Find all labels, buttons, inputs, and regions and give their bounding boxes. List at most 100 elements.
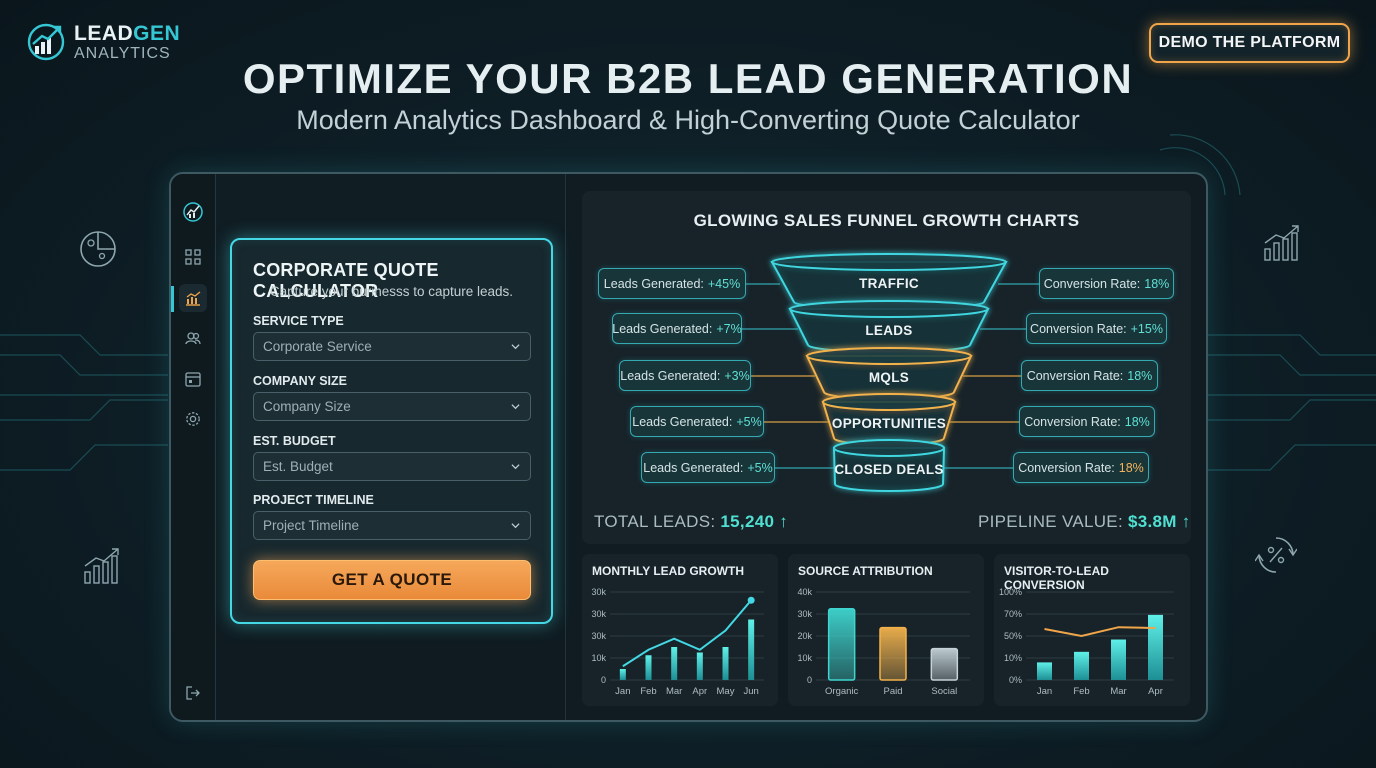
brand-tagline: ANALYTICS xyxy=(74,44,171,62)
dashboard-grid-icon[interactable] xyxy=(179,243,207,271)
funnel-stage-shape xyxy=(832,439,946,492)
company-size-select[interactable]: Company Size xyxy=(253,392,531,421)
leads-generated-pill: Leads Generated: +5% xyxy=(641,452,775,483)
chevron-down-icon xyxy=(511,464,520,470)
x-tick-label: Jan xyxy=(1037,686,1052,697)
conversion-rate-label: Conversion Rate: xyxy=(1030,321,1127,336)
percent-cycle-icon xyxy=(1255,537,1297,573)
sidebar-rail xyxy=(171,174,216,720)
leads-generated-pill: Leads Generated: +7% xyxy=(612,313,742,344)
leads-generated-value: +5% xyxy=(747,460,773,475)
y-tick-label: 30k xyxy=(591,631,606,641)
hero-title: OPTIMIZE YOUR B2B LEAD GENERATION xyxy=(242,55,1134,102)
y-tick-label: 10k xyxy=(797,653,812,663)
y-tick-label: 0 xyxy=(601,675,606,685)
budget-select[interactable]: Est. Budget xyxy=(253,452,531,481)
hero-subtitle: Modern Analytics Dashboard & High-Conver… xyxy=(296,105,1080,135)
conversion-rate-value: 18% xyxy=(1127,368,1153,383)
visitor-conversion-chart: VISITOR-TO-LEAD CONVERSION 0% 10% 50% 70% 10… xyxy=(994,554,1190,706)
x-tick-label: Paid xyxy=(883,686,902,697)
conversion-rate-label: Conversion Rate: xyxy=(1024,414,1121,429)
funnel-stage-shape xyxy=(821,393,957,446)
sales-funnel-panel: GLOWING SALES FUNNEL GROWTH CHARTS TRAFF… xyxy=(582,191,1191,544)
y-tick-label: 100% xyxy=(999,587,1022,597)
budget-value: Est. Budget xyxy=(263,459,333,474)
conversion-rate-value: 18% xyxy=(1144,276,1170,291)
funnel-stage-shape xyxy=(770,253,1008,310)
monthly-lead-growth-chart: MONTHLY LEAD GROWTH 0 10k 30k 30k 30k Jan Feb M… xyxy=(582,554,778,706)
bar xyxy=(696,652,703,680)
sidebar-logo-icon[interactable] xyxy=(179,198,207,226)
y-tick-label: 30k xyxy=(591,609,606,619)
settings-gear-icon[interactable] xyxy=(179,405,207,433)
bar xyxy=(722,647,729,680)
x-tick-label: Feb xyxy=(1073,686,1089,697)
calculator-subtitle: Capture your burinesss to capture leads. xyxy=(269,284,514,299)
brand-logo: LEADGEN ANALYTICS xyxy=(26,22,180,62)
funnel-stage-shape xyxy=(788,300,990,353)
funnel-stage-label: LEADS xyxy=(865,323,913,338)
bar xyxy=(1037,662,1052,680)
bar xyxy=(619,669,626,680)
trend-end-point xyxy=(747,596,755,604)
conversion-rate-value: 18% xyxy=(1124,414,1150,429)
conversion-rate-pill: Conversion Rate: 18% xyxy=(1021,360,1158,391)
total-leads-value: 15,240 ↑ xyxy=(720,512,789,531)
leads-generated-value: +45% xyxy=(707,276,741,291)
y-tick-label: 70% xyxy=(1004,609,1022,619)
funnel-graphic xyxy=(742,253,1039,492)
get-quote-button[interactable]: GET A QUOTE xyxy=(253,560,531,600)
visitor-conversion-title: VISITOR-TO-LEAD CONVERSION xyxy=(1004,564,1109,592)
y-tick-label: 30k xyxy=(797,609,812,619)
analytics-chart-icon[interactable] xyxy=(179,284,207,312)
source-attribution-plot: 0 10k 20k 30k 40k Organic Paid Social xyxy=(797,587,970,697)
bar xyxy=(1111,639,1126,680)
company-size-label: COMPANY SIZE xyxy=(253,374,347,388)
brand-name-part1: LEAD xyxy=(74,21,134,45)
x-tick-label: Apr xyxy=(1148,686,1163,697)
funnel-stage-label: TRAFFIC xyxy=(859,276,919,291)
conversion-rate-label: Conversion Rate: xyxy=(1018,460,1115,475)
calculator-title: CORPORATE QUOTE CALCULATOR xyxy=(253,260,439,301)
active-nav-indicator xyxy=(171,286,174,312)
service-type-select[interactable]: Corporate Service xyxy=(253,332,531,361)
leads-generated-pill: Leads Generated: +3% xyxy=(619,360,751,391)
y-tick-label: 40k xyxy=(797,587,812,597)
total-leads-label: TOTAL LEADS: xyxy=(594,512,716,531)
leads-generated-label: Leads Generated: xyxy=(620,368,721,383)
funnel-stage-label: MQLS xyxy=(868,370,910,385)
funnel-stage-shape xyxy=(805,347,973,400)
logout-icon[interactable] xyxy=(179,679,207,707)
y-tick-label: 10% xyxy=(1004,653,1022,663)
brand-name-part2: GEN xyxy=(133,21,181,45)
leads-generated-label: Leads Generated: xyxy=(603,276,704,291)
leads-generated-label: Leads Generated: xyxy=(643,460,744,475)
x-tick-label: Apr xyxy=(692,686,707,697)
conversion-rate-pill: Conversion Rate: 18% xyxy=(1019,406,1155,437)
funnel-title: GLOWING SALES FUNNEL GROWTH CHARTS xyxy=(693,211,1080,230)
total-leads-kpi: TOTAL LEADS: 15,240 ↑ xyxy=(594,512,788,532)
dashboard-frame: CORPORATE QUOTE CALCULATOR Capture your … xyxy=(169,172,1208,722)
pie-chart-icon xyxy=(80,231,116,267)
x-tick-label: Organic xyxy=(825,686,859,697)
conversion-rate-label: Conversion Rate: xyxy=(1026,368,1124,383)
bar xyxy=(930,647,959,681)
quote-calculator-card: CORPORATE QUOTE CALCULATOR Capture your … xyxy=(230,238,553,624)
timeline-select[interactable]: Project Timeline xyxy=(253,511,531,540)
leads-generated-value: +5% xyxy=(736,414,762,429)
bar xyxy=(1074,651,1089,680)
y-tick-label: 0 xyxy=(807,675,812,685)
conversion-rate-pill: Conversion Rate: 18% xyxy=(1013,452,1149,483)
demo-platform-button[interactable]: DEMO THE PLATFORM xyxy=(1149,23,1350,63)
users-icon[interactable] xyxy=(179,324,207,352)
brand-name: LEADGEN xyxy=(74,23,180,44)
x-tick-label: Social xyxy=(931,686,957,697)
bar-growth-icon xyxy=(84,548,119,584)
visitor-conversion-plot: 0% 10% 50% 70% 100% Jan Feb Mar Apr xyxy=(999,587,1174,697)
funnel-stage-label: CLOSED DEALS xyxy=(834,462,944,477)
leads-generated-value: +7% xyxy=(716,321,742,336)
service-type-value: Corporate Service xyxy=(263,339,372,354)
trend-line xyxy=(1044,626,1156,638)
calendar-icon[interactable] xyxy=(179,365,207,393)
leads-generated-label: Leads Generated: xyxy=(632,414,733,429)
